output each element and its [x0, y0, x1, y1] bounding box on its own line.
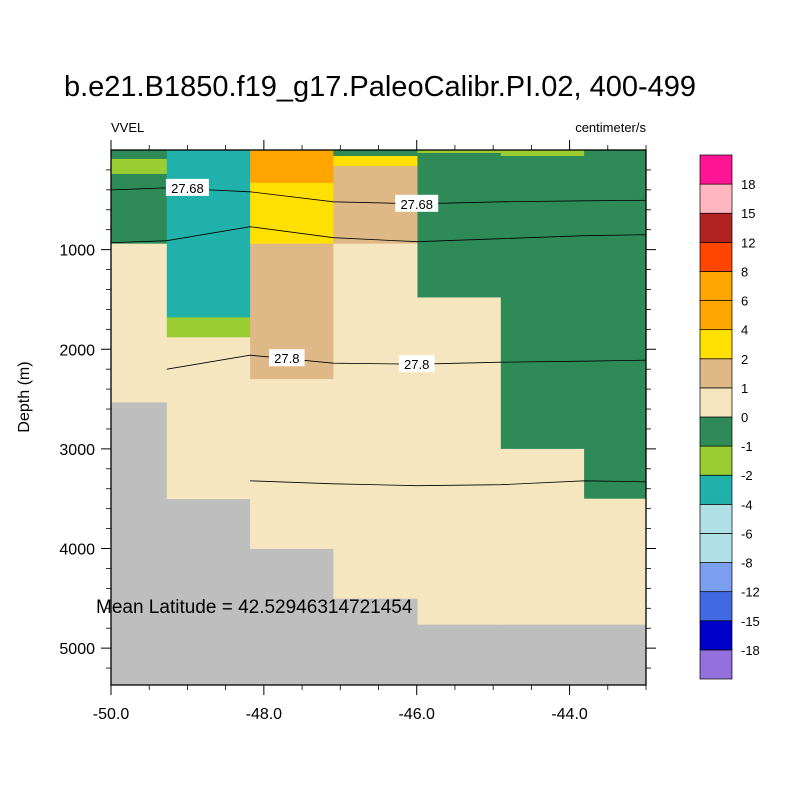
- colorbar-swatch: [699, 212, 733, 243]
- colorbar-label: 4: [741, 323, 748, 338]
- colorbar-label: -2: [741, 468, 753, 483]
- ocean-cell: [417, 297, 502, 625]
- contour-label-box: [395, 194, 439, 212]
- x-tick-label: -48.0: [246, 706, 283, 723]
- colorbar-swatch: [699, 183, 733, 214]
- colorbar-label: -6: [741, 526, 753, 541]
- ocean-cell: [166, 337, 251, 500]
- y-tick-label: 4000: [59, 542, 95, 559]
- contour-line: [110, 226, 647, 244]
- colorbar-swatch: [699, 620, 733, 651]
- y-tick-label: 5000: [59, 641, 95, 658]
- colorbar-label: 6: [741, 294, 748, 309]
- contour-label-box: [165, 178, 209, 196]
- colorbar-swatch: [699, 533, 733, 563]
- ocean-cell: [333, 150, 418, 157]
- ocean-cell: [333, 243, 418, 599]
- contour-line: [250, 480, 647, 487]
- ocean-cell: [584, 150, 647, 500]
- ocean-cell: [111, 243, 168, 403]
- mean-latitude-annotation: Mean Latitude = 42.52946314721454: [96, 597, 413, 618]
- colorbar-swatch: [699, 445, 733, 476]
- ocean-cell: [111, 158, 168, 175]
- contour-lines: 27.68 27.68 27.8 27.8: [110, 178, 647, 487]
- ocean-cell: [417, 152, 502, 298]
- y-tick-label: 3000: [59, 442, 95, 459]
- variable-label: VVEL: [111, 120, 144, 135]
- x-tick-label: -46.0: [398, 706, 435, 723]
- y-tick-label: 2000: [59, 342, 95, 359]
- chart-title: b.e21.B1850.f19_g17.PaleoCalibr.PI.02, 4…: [64, 71, 696, 103]
- ocean-cell: [166, 317, 251, 338]
- colorbar-swatch: [699, 649, 733, 680]
- colorbar-label: -8: [741, 556, 753, 571]
- colorbar-swatch: [699, 358, 733, 389]
- colorbar-label: 12: [741, 235, 755, 250]
- colorbar-label: -4: [741, 497, 753, 512]
- ocean-cell: [584, 498, 647, 625]
- contour-label-box: [268, 349, 305, 367]
- colorbar-label: 1: [741, 381, 748, 396]
- contour-label-box: [398, 355, 435, 373]
- ocean-cell: [111, 150, 168, 160]
- ocean-cell: [250, 182, 334, 245]
- colorbar-label: 0: [741, 410, 748, 425]
- colorbar-swatch: [699, 416, 733, 447]
- plot-area: 27.68 27.68 27.8 27.8 -50.0 -48.0 -46.0 -44.0 1…: [59, 140, 656, 723]
- contour-label: 27.8: [404, 357, 429, 372]
- colorbar-label: -1: [741, 439, 753, 454]
- colorbar-label: -12: [741, 585, 760, 600]
- ocean-cell: [250, 379, 334, 549]
- ocean-cell: [417, 150, 502, 154]
- colorbar-swatch: [699, 591, 733, 622]
- colorbar-label: -15: [741, 614, 760, 629]
- ocean-cell: [500, 150, 585, 157]
- ocean-cell: [250, 150, 334, 184]
- units-label: centimeter/s: [575, 120, 646, 135]
- contour-label: 27.8: [274, 351, 299, 366]
- colorbar-swatch: [699, 562, 733, 593]
- colorbar-label: -18: [741, 643, 760, 658]
- x-tick-label: -44.0: [551, 706, 588, 723]
- ocean-cell: [500, 448, 585, 625]
- colorbar-swatch: [699, 300, 733, 331]
- colorbar-swatch: [699, 271, 733, 301]
- colorbar-label: 18: [741, 177, 755, 192]
- colorbar-swatch: [699, 154, 733, 185]
- colorbar-label: 8: [741, 264, 748, 279]
- contour-label: 27.68: [400, 197, 433, 212]
- colorbar-swatch: [699, 387, 733, 418]
- axis-ticks: -50.0 -48.0 -46.0 -44.0 1000 2000 3000 4000 5000: [59, 140, 656, 723]
- colorbar-swatch: [699, 329, 733, 360]
- contour-label: 27.68: [171, 181, 204, 196]
- ocean-cell: [333, 155, 418, 167]
- colorbar-swatch: [699, 474, 733, 505]
- y-tick-label: 1000: [59, 243, 95, 260]
- colorbar-swatch: [699, 241, 733, 272]
- colorbar-swatch: [699, 503, 733, 534]
- x-tick-label: -50.0: [93, 706, 130, 723]
- ocean-cell: [111, 173, 168, 245]
- ocean-cell: [500, 155, 585, 450]
- y-axis-title: Depth (m): [16, 361, 33, 432]
- colorbar-label: 2: [741, 352, 748, 367]
- colorbar-label: 15: [741, 206, 755, 221]
